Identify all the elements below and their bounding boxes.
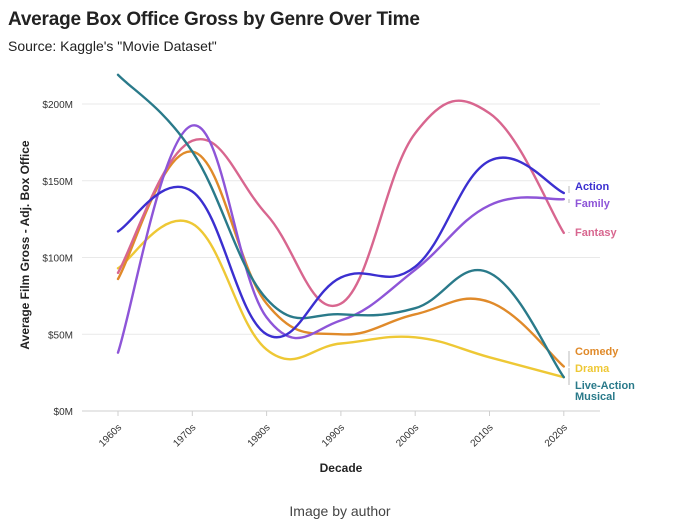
series-label: Live-Action (575, 380, 635, 392)
x-tick-label: 2000s (394, 422, 421, 449)
chart-title: Average Box Office Gross by Genre Over T… (8, 9, 420, 30)
series-label: Musical (575, 391, 615, 403)
image-caption: Image by author (289, 503, 391, 519)
series-line-drama (116, 219, 565, 379)
x-tick-label: 1980s (246, 422, 273, 449)
series-label: Comedy (575, 346, 619, 358)
y-tick-label: $150M (42, 177, 73, 188)
series-line-action (116, 156, 565, 339)
y-tick-label: $200M (42, 100, 73, 111)
y-tick-labels: $0M $50M $100M $150M $200M (42, 100, 73, 418)
x-tick-label: 2010s (469, 422, 496, 449)
series-lines (116, 73, 565, 379)
x-axis-title: Decade (320, 461, 363, 475)
series-line-comedy (116, 150, 565, 368)
x-tick-label: 1960s (97, 422, 124, 449)
series-label: Fantasy (575, 227, 617, 239)
y-axis-title: Average Film Gross - Adj. Box Office (18, 140, 32, 349)
x-tick-labels: 1960s 1970s 1980s 1990s 2000s 2010s 2020s (97, 411, 570, 449)
x-tick-label: 1990s (320, 422, 347, 449)
series-label: Action (575, 181, 610, 193)
y-tick-label: $0M (54, 407, 73, 418)
y-tick-label: $100M (42, 254, 73, 265)
series-labels: Action Family Fantasy Comedy Drama Live-Actio… (568, 181, 635, 403)
series-label: Family (575, 198, 611, 210)
x-tick-label: 1970s (171, 422, 198, 449)
x-tick-label: 2020s (543, 422, 570, 449)
y-tick-label: $50M (48, 330, 73, 341)
series-line-family (116, 124, 565, 354)
series-label: Drama (575, 363, 610, 375)
line-chart: $0M$50M$100M$150M$200M 1960s 1970s 1980s 19… (18, 73, 635, 475)
series-line-fantasy (116, 99, 565, 308)
series-line-live-action-musical (116, 73, 565, 379)
chart-subtitle: Source: Kaggle's "Movie Dataset" (8, 38, 217, 54)
